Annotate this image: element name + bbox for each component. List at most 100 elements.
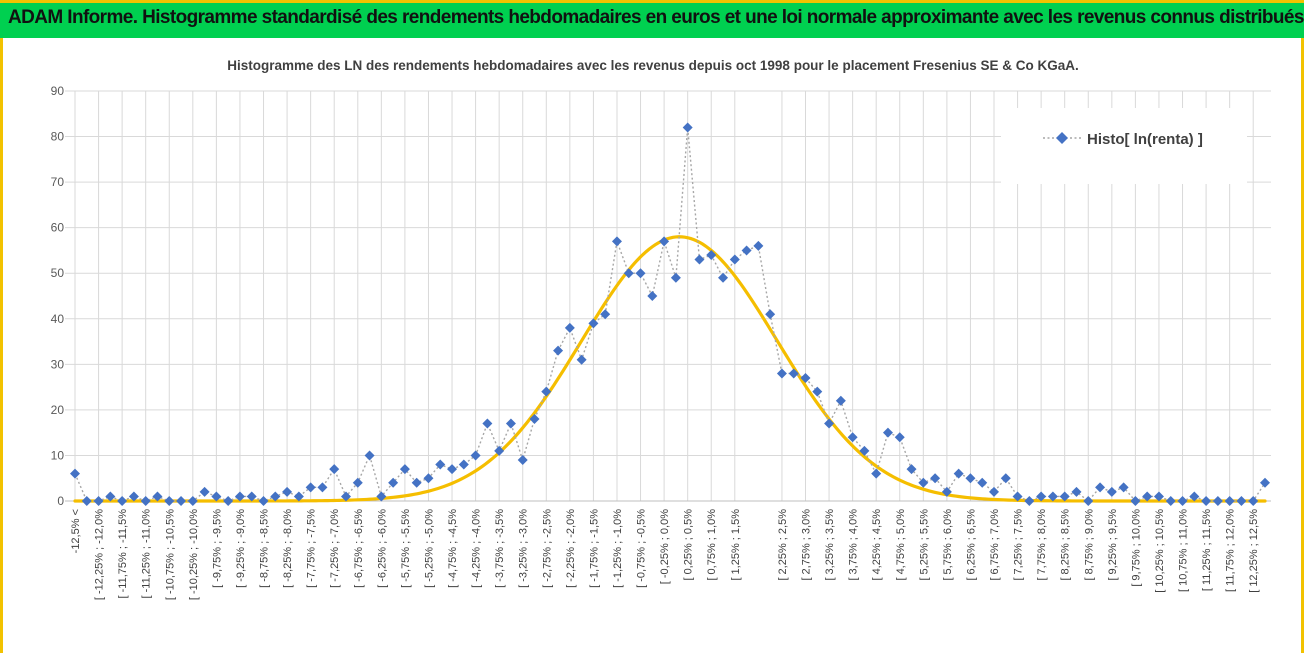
histo-point xyxy=(776,368,787,379)
histo-point xyxy=(340,491,351,502)
histo-point xyxy=(824,418,835,429)
histo-point xyxy=(835,395,846,406)
x-tick-label: [ 4,25% ; 4,5% xyxy=(871,509,883,581)
histo-point xyxy=(635,268,646,279)
x-tick-label: [ -1,75% ; -1,5% xyxy=(588,509,600,588)
x-tick-label: -12,5% < xyxy=(70,509,82,553)
x-tick-label: [ 4,75% ; 5,0% xyxy=(895,509,907,581)
x-tick-label: [ 7,25% ; 7,5% xyxy=(1013,509,1025,581)
histo-point xyxy=(176,496,187,506)
x-tick-label: [ 11,25% ; 11,5% xyxy=(1201,509,1213,591)
histo-point xyxy=(152,491,163,502)
histo-point xyxy=(871,468,882,479)
x-tick-label: [ -1,25% ; -1,0% xyxy=(612,509,624,588)
x-tick-label: [ 8,75% ; 9,0% xyxy=(1083,509,1095,581)
x-tick-label: [ -4,25% ; -4,0% xyxy=(471,509,483,588)
histo-point xyxy=(1047,491,1058,502)
normal-curve xyxy=(73,235,1267,503)
y-tick-label: 80 xyxy=(51,130,65,144)
horizontal-gridlines xyxy=(65,90,1271,456)
histo-point xyxy=(1059,491,1070,502)
histo-point xyxy=(199,486,210,497)
histo-point xyxy=(388,477,399,488)
histo-point xyxy=(317,482,328,493)
histo-point xyxy=(1083,496,1094,506)
histo-point xyxy=(211,491,222,502)
histo-point xyxy=(234,491,245,502)
histo-point xyxy=(423,473,434,484)
histo-point xyxy=(953,468,964,479)
x-tick-label: [ 5,25% ; 5,5% xyxy=(918,509,930,581)
histo-point xyxy=(989,486,1000,497)
histo-point xyxy=(458,459,469,470)
x-tick-label: [ -4,75% ; -4,5% xyxy=(447,509,459,588)
x-tick-label: [ 7,75% ; 8,0% xyxy=(1036,509,1048,581)
y-tick-label: 70 xyxy=(51,175,65,189)
histogram-chart: Histogramme des LN des rendements hebdom… xyxy=(51,58,1271,600)
x-tick-label: [ -12,25% ; -12,0% xyxy=(94,509,106,600)
x-tick-label: [ 0,75% ; 1,0% xyxy=(706,509,718,581)
histo-point xyxy=(1189,491,1200,502)
histo-point xyxy=(258,496,269,506)
histo-point xyxy=(494,445,505,456)
histo-point xyxy=(729,254,740,265)
x-tick-label: [ 6,25% ; 6,5% xyxy=(965,509,977,581)
y-tick-label: 0 xyxy=(57,494,64,508)
histo-point xyxy=(1248,496,1259,506)
histo-point xyxy=(505,418,516,429)
y-tick-label: 20 xyxy=(51,403,65,417)
histo-point xyxy=(847,432,858,443)
histo-point xyxy=(305,482,316,493)
y-tick-label: 50 xyxy=(51,266,65,280)
x-tick-label: [ -5,25% ; -5,0% xyxy=(423,509,435,588)
histo-point xyxy=(588,318,599,329)
histo-point xyxy=(1260,477,1270,488)
x-tick-label: [ -6,25% ; -6,0% xyxy=(376,509,388,588)
histo-point xyxy=(1130,496,1141,506)
histo-point xyxy=(611,236,622,247)
histo-point xyxy=(741,245,752,256)
histo-point xyxy=(1142,491,1153,502)
x-tick-label: [ -0,75% ; -0,5% xyxy=(636,509,648,588)
x-tick-label: [ 5,75% ; 6,0% xyxy=(942,509,954,581)
histo-point xyxy=(105,491,116,502)
legend-marker xyxy=(1056,132,1068,144)
y-tick-label: 30 xyxy=(51,357,65,371)
chart-title: Histogramme des LN des rendements hebdom… xyxy=(227,58,1079,73)
histo-point xyxy=(81,496,92,506)
x-tick-label: [ -0,25% ; 0,0% xyxy=(659,509,671,584)
histo-point xyxy=(1071,486,1082,497)
histo-point xyxy=(906,464,917,475)
x-tick-label: [ -9,25% ; -9,0% xyxy=(235,509,247,588)
histo-point xyxy=(965,473,976,484)
histo-point xyxy=(1212,496,1223,506)
x-tick-label: [ -7,75% ; -7,5% xyxy=(306,509,318,588)
histo-point xyxy=(246,491,257,502)
histo-point xyxy=(788,368,799,379)
histo-point xyxy=(1106,486,1117,497)
histo-point xyxy=(812,386,823,397)
histo-point xyxy=(800,373,811,383)
x-tick-label: [ 10,25% ; 10,5% xyxy=(1154,509,1166,593)
histo-point xyxy=(564,322,575,333)
x-tick-label: [ 2,75% ; 3,0% xyxy=(800,509,812,581)
histo-point xyxy=(765,309,776,320)
x-tick-label: [ 1,25% ; 1,5% xyxy=(730,509,742,581)
x-axis-ticks: -12,5% < [ -12,25% ; -12,0% [ -11,75% ; -1… xyxy=(70,509,1260,600)
x-tick-label: [ 6,75% ; 7,0% xyxy=(989,509,1001,581)
histo-point xyxy=(352,477,363,488)
x-tick-label: [ -11,25% ; -11,0% xyxy=(141,509,153,599)
histo-point xyxy=(882,427,893,438)
vertical-gridlines xyxy=(74,91,1254,501)
histo-point xyxy=(364,450,375,461)
histo-point xyxy=(482,418,493,429)
histo-point xyxy=(1153,491,1164,502)
histo-point xyxy=(1024,496,1035,506)
histo-point xyxy=(1224,496,1235,506)
x-tick-label: [ 11,75% ; 12,0% xyxy=(1225,509,1237,592)
x-tick-label: [ -6,75% ; -6,5% xyxy=(353,509,365,588)
y-tick-label: 90 xyxy=(51,84,65,98)
histo-point xyxy=(447,464,458,475)
y-tick-label: 60 xyxy=(51,221,65,235)
histo-point xyxy=(647,291,658,301)
